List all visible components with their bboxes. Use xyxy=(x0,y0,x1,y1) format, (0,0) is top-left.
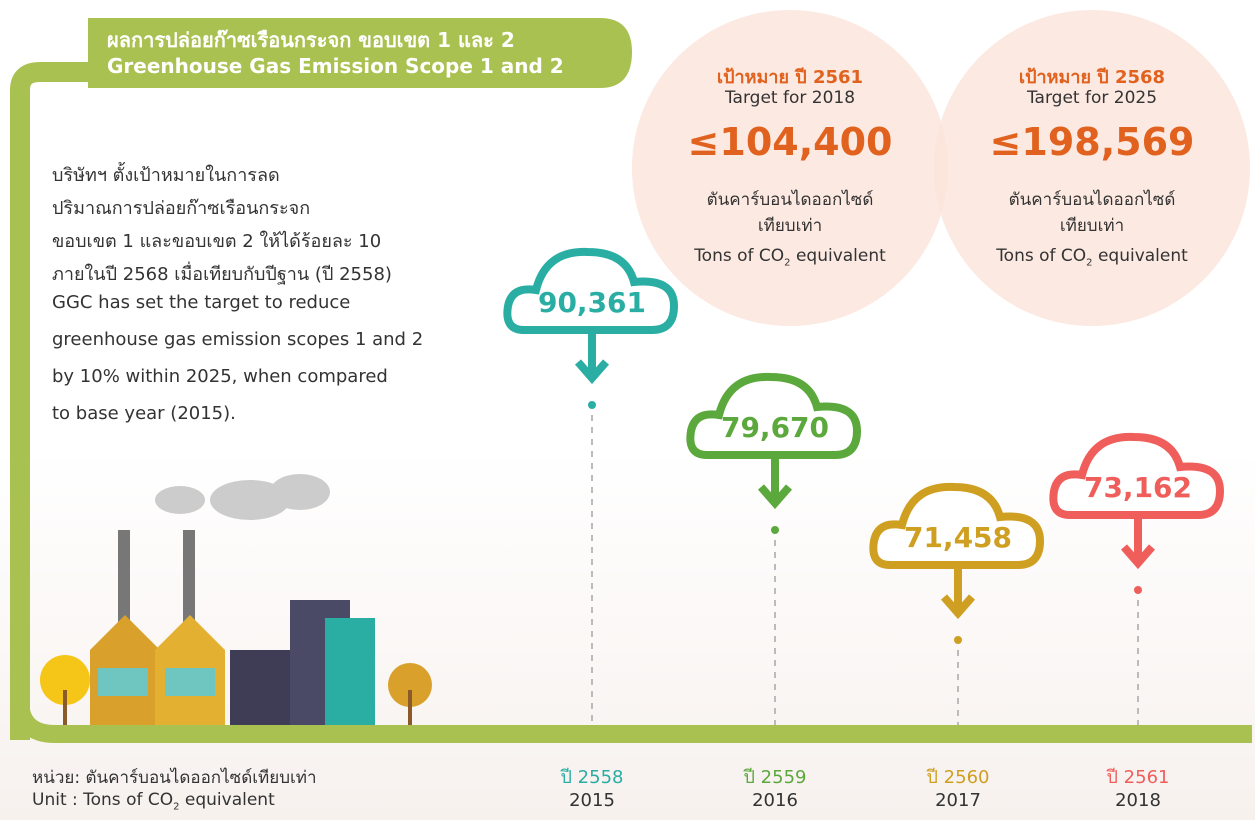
description-th: ปริมาณการปล่อยก๊าซเรือนกระจก xyxy=(52,193,310,222)
target-unit-th: เทียบเท่า xyxy=(1060,212,1124,239)
dot xyxy=(588,401,596,409)
description-th: ภายในปี 2568 เมื่อเทียบกับปีฐาน (ปี 2558… xyxy=(52,259,392,288)
cloud-value: 79,670 xyxy=(721,411,829,444)
cloud-value: 71,458 xyxy=(904,521,1012,554)
target-value: ≤104,400 xyxy=(688,120,893,164)
target-label-th: เป้าหมาย ปี 2568 xyxy=(1019,62,1165,91)
cloud-value: 90,361 xyxy=(538,286,646,319)
year-th: ปี 2558 xyxy=(561,762,624,791)
unit-text: Tons of CO xyxy=(996,246,1086,266)
description-th: บริษัทฯ ตั้งเป้าหมายในการลด xyxy=(52,160,280,189)
infographic: ผลการปล่อยก๊าซเรือนกระจก ขอบเขต 1 และ 2G… xyxy=(0,0,1255,820)
target-value: ≤198,569 xyxy=(990,120,1195,164)
unit-text: equivalent xyxy=(180,790,275,810)
year-en: 2015 xyxy=(569,790,615,811)
description-en: to base year (2015). xyxy=(52,403,236,424)
unit-label-en: Unit : Tons of CO2 equivalent xyxy=(32,790,275,812)
target-unit-en: Tons of CO2 equivalent xyxy=(996,246,1188,268)
target-unit-th: ตันคาร์บอนไดออกไซด์ xyxy=(707,186,874,213)
target-label-en: Target for 2018 xyxy=(725,88,855,108)
cloud-value: 73,162 xyxy=(1084,471,1192,504)
year-en: 2017 xyxy=(935,790,981,811)
dot xyxy=(1134,586,1142,594)
dot xyxy=(771,526,779,534)
factory-illustration xyxy=(40,474,432,725)
target-label-en: Target for 2025 xyxy=(1027,88,1157,108)
target-unit-th: เทียบเท่า xyxy=(758,212,822,239)
target-label-th: เป้าหมาย ปี 2561 xyxy=(717,62,863,91)
year-en: 2016 xyxy=(752,790,798,811)
year-th: ปี 2561 xyxy=(1107,762,1170,791)
target-circle xyxy=(632,10,948,326)
unit-text: equivalent xyxy=(791,246,886,266)
description-en: greenhouse gas emission scopes 1 and 2 xyxy=(52,329,423,350)
unit-text: Unit : Tons of CO xyxy=(32,790,173,810)
header-title-en: Greenhouse Gas Emission Scope 1 and 2 xyxy=(107,54,564,78)
header-title-th: ผลการปล่อยก๊าซเรือนกระจก ขอบเขต 1 และ 2 xyxy=(107,24,515,56)
target-circle xyxy=(934,10,1250,326)
unit-text: Tons of CO xyxy=(694,246,784,266)
unit-label-th: หน่วย: ตันคาร์บอนไดออกไซด์เทียบเท่า xyxy=(32,764,317,791)
target-unit-en: Tons of CO2 equivalent xyxy=(694,246,886,268)
year-en: 2018 xyxy=(1115,790,1161,811)
description-en: by 10% within 2025, when compared xyxy=(52,366,388,387)
target-unit-th: ตันคาร์บอนไดออกไซด์ xyxy=(1009,186,1176,213)
dot xyxy=(954,636,962,644)
description-th: ขอบเขต 1 และขอบเขต 2 ให้ได้ร้อยละ 10 xyxy=(52,226,381,255)
description-en: GGC has set the target to reduce xyxy=(52,292,350,313)
year-th: ปี 2559 xyxy=(744,762,807,791)
unit-text: equivalent xyxy=(1093,246,1188,266)
year-th: ปี 2560 xyxy=(927,762,990,791)
